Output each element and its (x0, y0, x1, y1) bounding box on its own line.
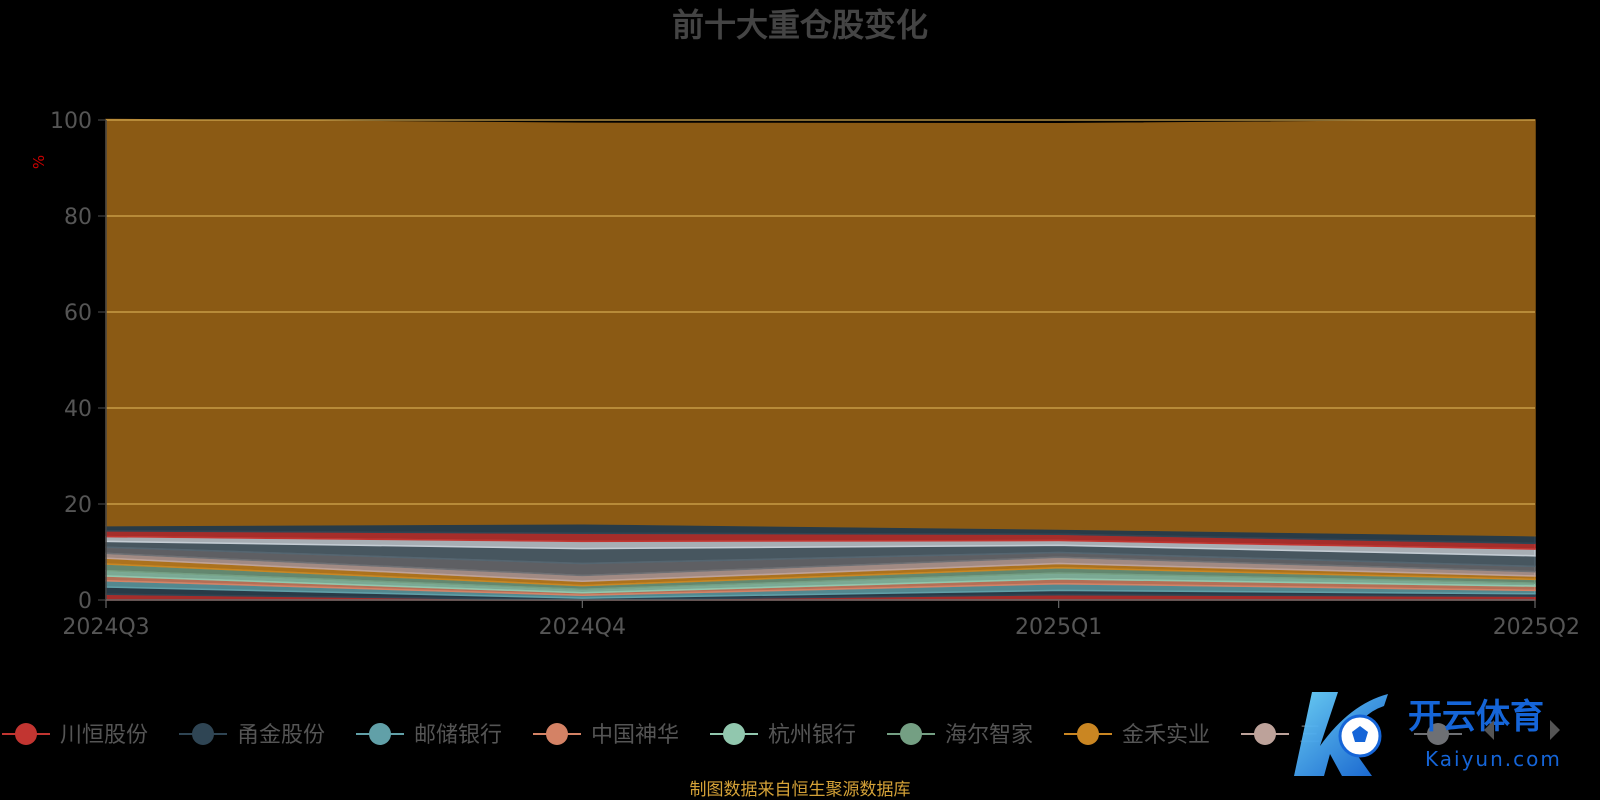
legend-circle-marker (1254, 723, 1276, 745)
legend-label: 邮储银行 (414, 723, 502, 748)
legend-circle-marker (546, 723, 568, 745)
legend-circle-marker (15, 723, 37, 745)
legend-label: 杭州银行 (768, 723, 856, 748)
y-tick-label: 60 (64, 301, 92, 326)
legend-circle-marker (900, 723, 922, 745)
y-axis-label: % (30, 155, 48, 169)
x-tick-label: 2024Q3 (62, 615, 149, 640)
legend-label: 川恒股份 (60, 723, 148, 748)
area-series-13 (105, 118, 1536, 537)
legend-circle-marker (369, 723, 391, 745)
legend-circle-marker (1077, 723, 1099, 745)
legend-item[interactable]: 川恒股份 (2, 723, 148, 748)
legend-circle-marker (1427, 723, 1449, 745)
axes: 0 20 40 60 80 100 2024Q3 2024Q4 2025Q1 2025Q2 (50, 109, 1580, 640)
legend-item[interactable]: 邮储银行 (356, 723, 502, 748)
legend-item[interactable]: 杭州银行 (710, 723, 856, 748)
watermark-domain: Kaiyun.com (1425, 747, 1562, 771)
legend[interactable]: 川恒股份甬金股份邮储银行中国神华杭州银行海尔智家金禾实业三 (2, 723, 1462, 748)
y-tick-label: 20 (64, 493, 92, 518)
legend-circle-marker (723, 723, 745, 745)
legend-item[interactable]: 金禾实业 (1064, 723, 1210, 748)
x-tick-label: 2025Q2 (1493, 615, 1580, 640)
y-tick-label: 80 (64, 205, 92, 230)
y-tick-label: 40 (64, 397, 92, 422)
legend-item-overflow[interactable] (1414, 723, 1462, 745)
legend-label: 甬金股份 (237, 723, 325, 748)
legend-label: 金禾实业 (1122, 723, 1210, 748)
x-tick-label: 2025Q1 (1015, 615, 1102, 640)
legend-item[interactable]: 甬金股份 (179, 723, 325, 748)
kaiyun-watermark-logo: 开云体育 Kaiyun.com (1294, 692, 1562, 776)
y-tick-label: 0 (78, 589, 92, 614)
legend-label: 中国神华 (591, 723, 679, 748)
legend-item[interactable]: 中国神华 (533, 723, 679, 748)
legend-next-arrow-icon[interactable] (1550, 720, 1560, 740)
footer-source: 制图数据来自恒生聚源数据库 (690, 780, 911, 800)
chart-title: 前十大重仓股变化 (672, 6, 928, 44)
legend-prev-arrow-icon[interactable] (1484, 720, 1494, 740)
x-tick-label: 2024Q4 (539, 615, 626, 640)
legend-item[interactable]: 海尔智家 (887, 723, 1033, 748)
legend-label: 海尔智家 (945, 723, 1033, 748)
area-layers (105, 118, 1536, 601)
watermark-brand: 开云体育 (1408, 697, 1544, 737)
legend-circle-marker (192, 723, 214, 745)
y-tick-label: 100 (50, 109, 92, 134)
grid-lines (106, 119, 1535, 505)
